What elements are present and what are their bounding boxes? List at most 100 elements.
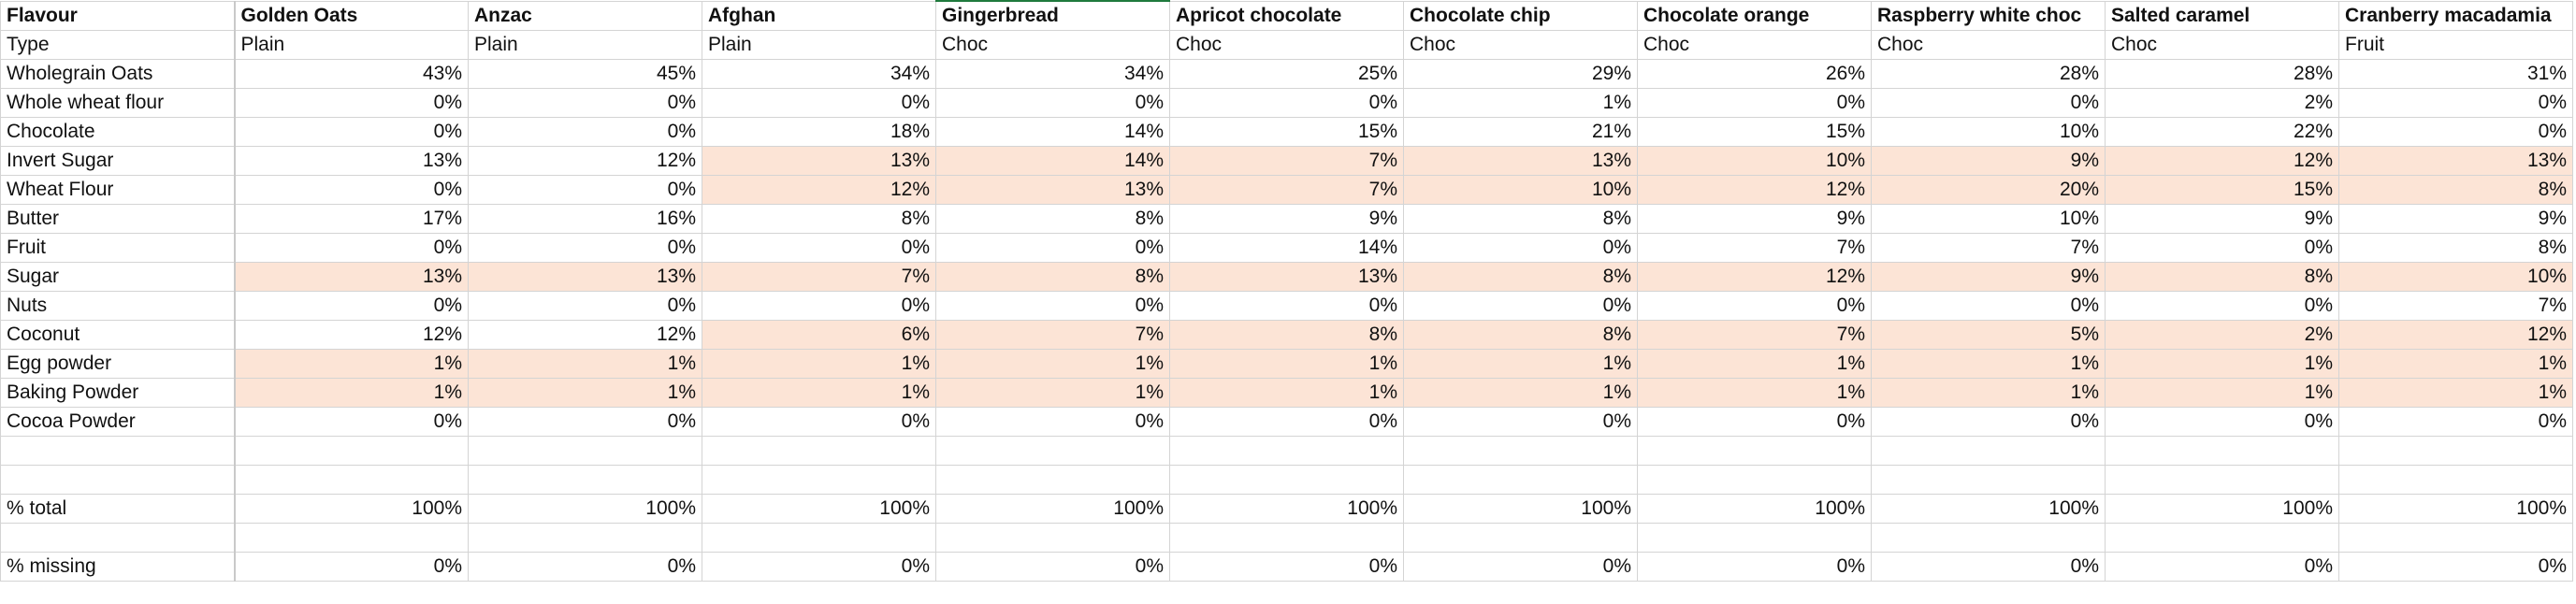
table-cell[interactable]: 0%: [1637, 406, 1872, 437]
table-cell[interactable]: [2338, 435, 2573, 466]
table-cell[interactable]: 1%: [1403, 87, 1638, 118]
table-cell[interactable]: 0%: [702, 406, 936, 437]
table-cell[interactable]: 34%: [702, 58, 936, 89]
row-label-cell[interactable]: Invert Sugar: [0, 145, 236, 176]
table-cell[interactable]: 0%: [935, 232, 1170, 263]
table-cell[interactable]: 1%: [1169, 377, 1404, 408]
table-cell[interactable]: 0%: [468, 406, 702, 437]
table-cell[interactable]: [234, 464, 469, 495]
table-cell[interactable]: 1%: [2338, 348, 2573, 379]
table-cell[interactable]: 8%: [1403, 203, 1638, 234]
table-cell[interactable]: 0%: [2105, 551, 2339, 582]
table-cell[interactable]: 21%: [1403, 116, 1638, 147]
table-cell[interactable]: [2338, 522, 2573, 553]
table-cell[interactable]: 0%: [935, 87, 1170, 118]
table-cell[interactable]: [234, 435, 469, 466]
table-cell[interactable]: 100%: [1871, 493, 2106, 524]
table-cell[interactable]: Plain: [234, 29, 469, 60]
table-cell[interactable]: 100%: [234, 493, 469, 524]
table-cell[interactable]: 0%: [234, 116, 469, 147]
table-cell[interactable]: 0%: [468, 174, 702, 205]
table-cell[interactable]: 0%: [935, 406, 1170, 437]
table-cell[interactable]: [702, 464, 936, 495]
table-cell[interactable]: [702, 522, 936, 553]
table-cell[interactable]: 15%: [1637, 116, 1872, 147]
table-cell[interactable]: [1169, 464, 1404, 495]
table-cell[interactable]: 28%: [1871, 58, 2106, 89]
row-label-cell[interactable]: Sugar: [0, 261, 236, 292]
table-cell[interactable]: Choc: [1169, 29, 1404, 60]
table-cell[interactable]: 45%: [468, 58, 702, 89]
table-cell[interactable]: 0%: [1403, 551, 1638, 582]
table-cell[interactable]: 31%: [2338, 58, 2573, 89]
table-cell[interactable]: 0%: [234, 232, 469, 263]
table-cell[interactable]: 12%: [1637, 261, 1872, 292]
table-cell[interactable]: 1%: [2105, 377, 2339, 408]
table-cell[interactable]: 8%: [1169, 319, 1404, 350]
row-label-cell[interactable]: % total: [0, 493, 236, 524]
table-cell[interactable]: 0%: [1403, 232, 1638, 263]
row-label-cell[interactable]: % missing: [0, 551, 236, 582]
table-cell[interactable]: 0%: [234, 551, 469, 582]
table-cell[interactable]: 13%: [702, 145, 936, 176]
table-cell[interactable]: 13%: [468, 261, 702, 292]
table-cell[interactable]: [1169, 435, 1404, 466]
table-cell[interactable]: 1%: [468, 377, 702, 408]
header-cell[interactable]: Chocolate orange: [1637, 0, 1872, 31]
row-label-cell[interactable]: [0, 522, 236, 553]
table-cell[interactable]: Fruit: [2338, 29, 2573, 60]
table-cell[interactable]: 9%: [1637, 203, 1872, 234]
table-cell[interactable]: [2105, 435, 2339, 466]
table-cell[interactable]: 0%: [702, 290, 936, 321]
table-cell[interactable]: 8%: [935, 203, 1170, 234]
header-cell-flavour[interactable]: Flavour: [0, 0, 236, 31]
table-cell[interactable]: 10%: [2338, 261, 2573, 292]
table-cell[interactable]: 10%: [1403, 174, 1638, 205]
table-cell[interactable]: 1%: [702, 348, 936, 379]
table-cell[interactable]: 2%: [2105, 87, 2339, 118]
table-cell[interactable]: [1871, 464, 2106, 495]
table-cell[interactable]: 100%: [2338, 493, 2573, 524]
table-cell[interactable]: 13%: [234, 261, 469, 292]
table-cell[interactable]: 6%: [702, 319, 936, 350]
header-cell[interactable]: Anzac: [468, 0, 702, 31]
table-cell[interactable]: 13%: [1403, 145, 1638, 176]
table-cell[interactable]: 1%: [935, 377, 1170, 408]
table-cell[interactable]: [2338, 464, 2573, 495]
table-cell[interactable]: 20%: [1871, 174, 2106, 205]
table-cell[interactable]: [468, 522, 702, 553]
table-cell[interactable]: 0%: [468, 551, 702, 582]
header-cell[interactable]: Cranberry macadamia: [2338, 0, 2573, 31]
table-cell[interactable]: 13%: [234, 145, 469, 176]
table-cell[interactable]: 0%: [2338, 406, 2573, 437]
table-cell[interactable]: 16%: [468, 203, 702, 234]
table-cell[interactable]: Choc: [2105, 29, 2339, 60]
row-label-cell[interactable]: Egg powder: [0, 348, 236, 379]
row-label-cell[interactable]: Butter: [0, 203, 236, 234]
table-cell[interactable]: 100%: [468, 493, 702, 524]
table-cell[interactable]: [2105, 464, 2339, 495]
table-cell[interactable]: 1%: [234, 377, 469, 408]
table-cell[interactable]: 18%: [702, 116, 936, 147]
table-cell[interactable]: 0%: [702, 87, 936, 118]
table-cell[interactable]: [935, 464, 1170, 495]
table-cell[interactable]: 9%: [1871, 145, 2106, 176]
table-cell[interactable]: 43%: [234, 58, 469, 89]
table-cell[interactable]: 1%: [234, 348, 469, 379]
table-cell[interactable]: 7%: [1637, 232, 1872, 263]
table-cell[interactable]: 0%: [1169, 87, 1404, 118]
table-cell[interactable]: 12%: [2338, 319, 2573, 350]
table-cell[interactable]: 12%: [234, 319, 469, 350]
table-cell[interactable]: 8%: [1403, 261, 1638, 292]
table-cell[interactable]: 0%: [1871, 290, 2106, 321]
table-cell[interactable]: 1%: [2105, 348, 2339, 379]
table-cell[interactable]: 14%: [935, 145, 1170, 176]
table-cell[interactable]: 22%: [2105, 116, 2339, 147]
table-cell[interactable]: 12%: [1637, 174, 1872, 205]
row-label-cell[interactable]: Coconut: [0, 319, 236, 350]
table-cell[interactable]: 0%: [2105, 290, 2339, 321]
table-cell[interactable]: 0%: [468, 290, 702, 321]
table-cell[interactable]: 12%: [468, 145, 702, 176]
table-cell[interactable]: 7%: [1871, 232, 2106, 263]
row-label-cell[interactable]: Type: [0, 29, 236, 60]
